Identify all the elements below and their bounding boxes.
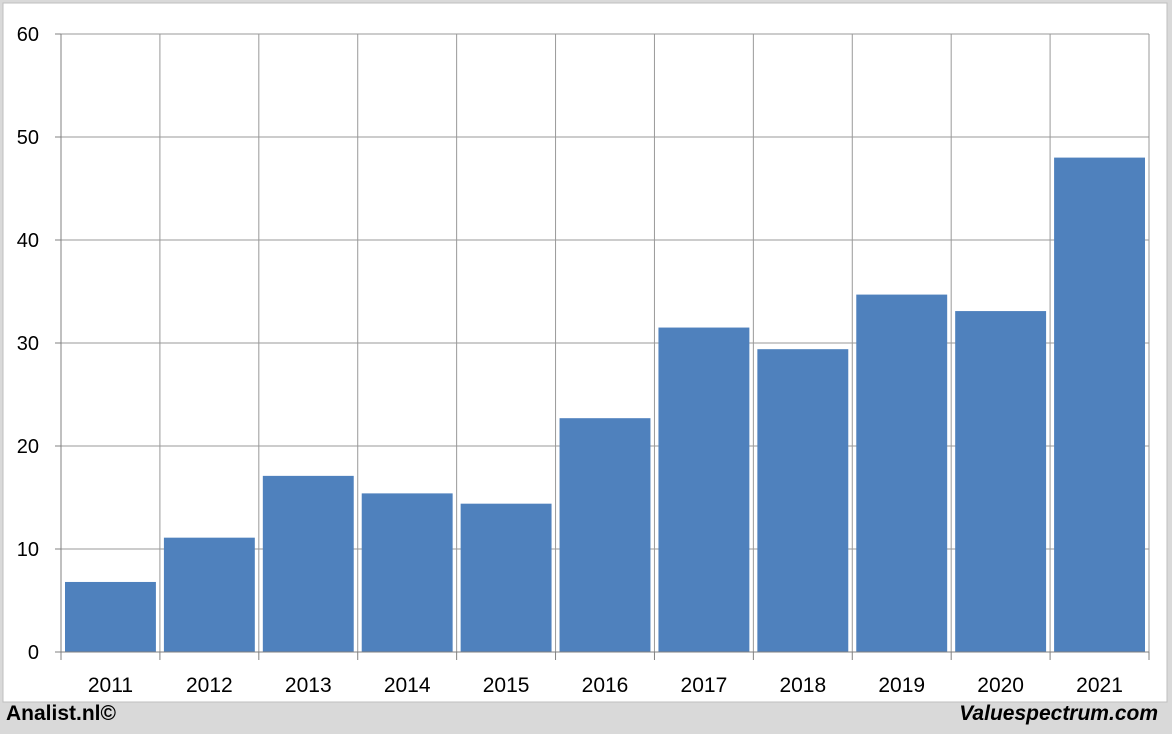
y-tick-label: 20 — [17, 436, 39, 458]
bar — [658, 327, 750, 652]
y-tick-label: 10 — [17, 539, 39, 561]
x-tick-label: 2017 — [681, 674, 728, 697]
x-tick-label: 2014 — [384, 674, 431, 697]
footer-source-right: Valuespectrum.com — [959, 702, 1158, 725]
y-tick-label: 60 — [17, 24, 39, 46]
footer-source-left: Analist.nl© — [6, 702, 116, 725]
bar — [856, 294, 948, 652]
bar — [955, 311, 1047, 652]
x-tick-label: 2013 — [285, 674, 332, 697]
x-tick-label: 2011 — [88, 674, 133, 697]
x-axis-tick-labels: 2011 2012 2013 2014 2015 2016 2017 2018 2019 2020… — [88, 674, 1123, 697]
x-tick-label: 2021 — [1076, 674, 1123, 697]
bar — [163, 537, 255, 652]
x-tick-label: 2018 — [779, 674, 826, 697]
y-axis-tick-labels: 0 10 20 30 40 50 60 — [17, 24, 39, 664]
y-tick-label: 50 — [17, 127, 39, 149]
bar — [262, 475, 354, 652]
bar — [757, 349, 849, 652]
x-tick-label: 2012 — [186, 674, 233, 697]
y-tick-label: 30 — [17, 333, 39, 355]
y-tick-label: 0 — [28, 642, 39, 664]
axes — [55, 33, 1150, 660]
x-tick-label: 2016 — [582, 674, 629, 697]
bar — [65, 581, 156, 652]
y-tick-label: 40 — [17, 230, 39, 252]
x-tick-label: 2019 — [878, 674, 925, 697]
bar — [1054, 157, 1145, 652]
x-tick-label: 2020 — [977, 674, 1024, 697]
bar — [460, 503, 552, 652]
bar — [559, 418, 651, 652]
x-tick-label: 2015 — [483, 674, 530, 697]
bar-series — [65, 157, 1145, 652]
bar — [361, 493, 453, 652]
